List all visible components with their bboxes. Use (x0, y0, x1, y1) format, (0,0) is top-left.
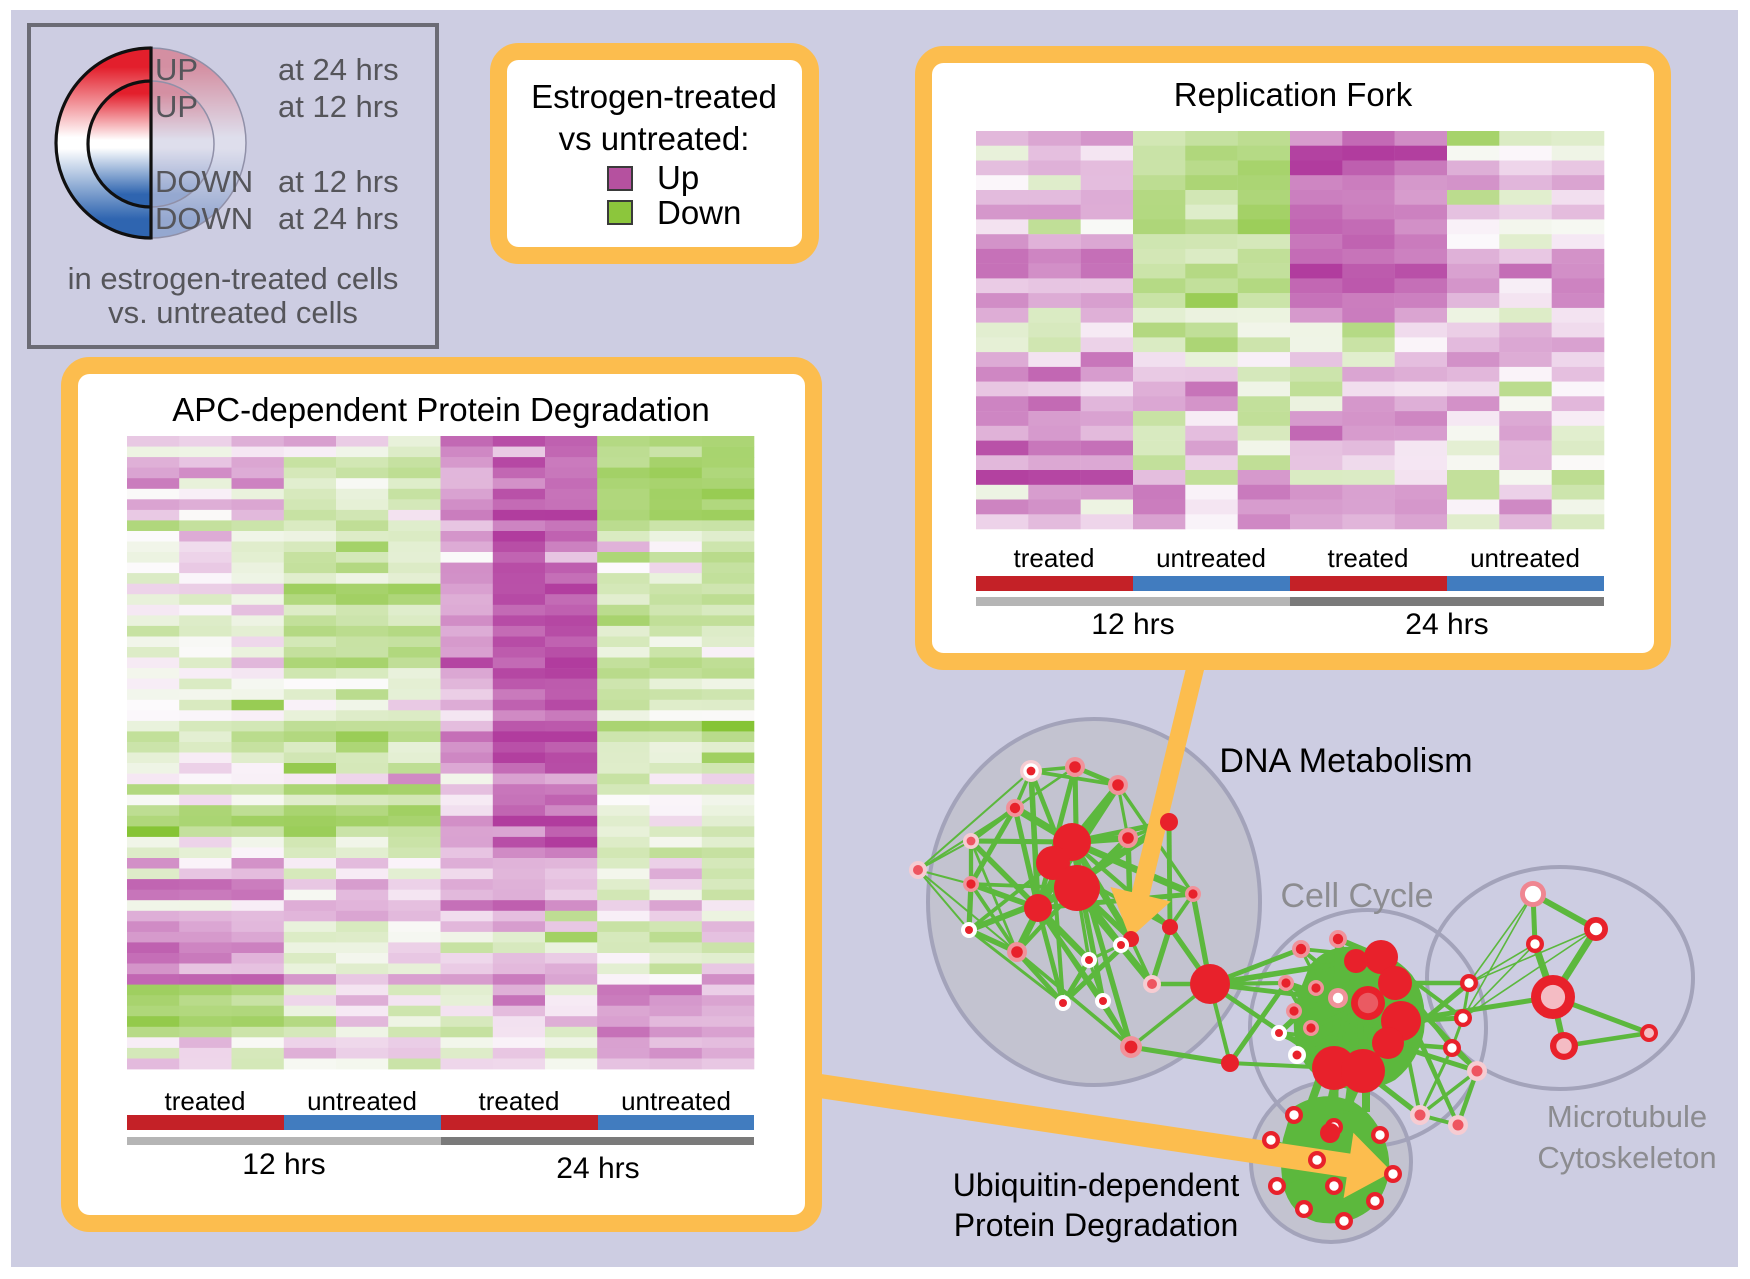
svg-text:Down: Down (657, 194, 741, 231)
svg-text:12 hrs: 12 hrs (1091, 608, 1174, 641)
svg-text:untreated: untreated (1470, 543, 1580, 573)
svg-text:at 12 hrs: at 12 hrs (278, 164, 399, 199)
svg-text:Estrogen-treated: Estrogen-treated (531, 78, 777, 115)
svg-text:Replication Fork: Replication Fork (1174, 76, 1413, 113)
svg-text:in estrogen-treated cells: in estrogen-treated cells (68, 261, 399, 296)
svg-text:treated: treated (1014, 543, 1095, 573)
svg-text:DOWN: DOWN (155, 201, 253, 236)
svg-text:at 24 hrs: at 24 hrs (278, 52, 399, 87)
svg-text:vs. untreated cells: vs. untreated cells (108, 295, 358, 330)
svg-text:Up: Up (657, 159, 699, 196)
svg-text:Cytoskeleton: Cytoskeleton (1537, 1140, 1716, 1175)
svg-text:treated: treated (479, 1086, 560, 1116)
svg-text:24 hrs: 24 hrs (556, 1152, 639, 1185)
svg-text:12 hrs: 12 hrs (242, 1148, 325, 1181)
svg-text:untreated: untreated (307, 1086, 417, 1116)
svg-text:treated: treated (1328, 543, 1409, 573)
svg-text:untreated: untreated (1156, 543, 1266, 573)
svg-text:untreated: untreated (621, 1086, 731, 1116)
svg-text:DNA Metabolism: DNA Metabolism (1219, 742, 1472, 780)
svg-text:UP: UP (155, 52, 198, 87)
svg-text:DOWN: DOWN (155, 164, 253, 199)
svg-text:at 12 hrs: at 12 hrs (278, 89, 399, 124)
svg-text:Microtubule: Microtubule (1547, 1099, 1707, 1134)
svg-text:Protein Degradation: Protein Degradation (954, 1207, 1239, 1243)
svg-text:Cell Cycle: Cell Cycle (1280, 877, 1433, 915)
svg-text:treated: treated (165, 1086, 246, 1116)
svg-text:UP: UP (155, 89, 198, 124)
svg-text:at 24 hrs: at 24 hrs (278, 201, 399, 236)
svg-text:Ubiquitin-dependent: Ubiquitin-dependent (953, 1167, 1240, 1203)
svg-text:24 hrs: 24 hrs (1405, 608, 1488, 641)
svg-text:APC-dependent Protein Degradat: APC-dependent Protein Degradation (172, 391, 710, 428)
svg-text:vs untreated:: vs untreated: (559, 120, 750, 157)
